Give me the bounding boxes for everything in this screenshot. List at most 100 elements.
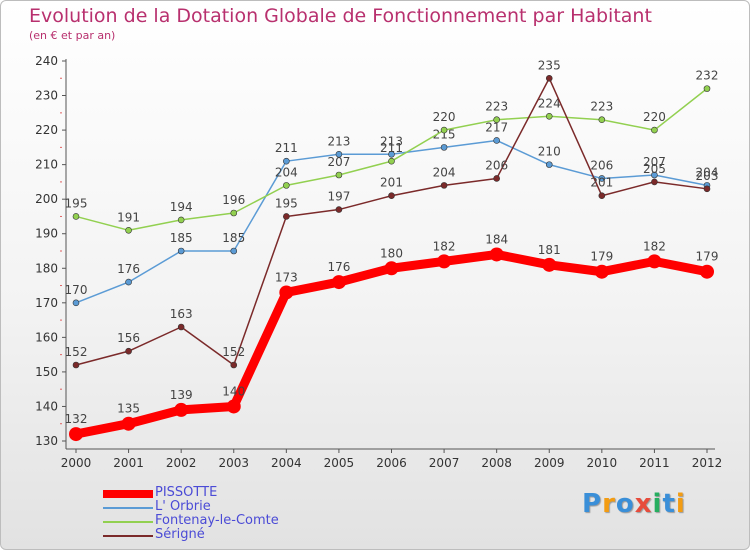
y-tick-label: 170 bbox=[35, 296, 58, 310]
logo-letter: i bbox=[675, 489, 686, 519]
legend-swatch bbox=[103, 535, 153, 537]
data-label: 194 bbox=[170, 200, 193, 214]
data-label: 135 bbox=[117, 402, 140, 416]
data-label: 179 bbox=[696, 250, 719, 264]
y-tick-label: 210 bbox=[35, 158, 58, 172]
data-label: 152 bbox=[65, 345, 88, 359]
data-label: 140 bbox=[222, 384, 245, 398]
x-tick-label: 2006 bbox=[376, 456, 407, 470]
legend-item: PISSOTTE bbox=[103, 485, 403, 501]
data-label: 185 bbox=[222, 231, 245, 245]
x-tick-label: 2001 bbox=[113, 456, 144, 470]
data-label: 213 bbox=[380, 134, 403, 148]
data-label: 203 bbox=[696, 169, 719, 183]
legend-swatch bbox=[103, 521, 153, 523]
data-point bbox=[177, 323, 185, 331]
data-point bbox=[230, 247, 238, 255]
series-line bbox=[71, 249, 712, 439]
data-label: 206 bbox=[485, 158, 508, 172]
data-point bbox=[598, 175, 606, 182]
data-point bbox=[230, 209, 238, 217]
data-point bbox=[69, 427, 83, 442]
data-label: 207 bbox=[327, 155, 350, 169]
data-label: 204 bbox=[696, 165, 719, 179]
data-label: 191 bbox=[117, 210, 140, 224]
data-point bbox=[230, 361, 238, 369]
data-point bbox=[545, 161, 553, 168]
data-point bbox=[174, 402, 189, 417]
data-point bbox=[125, 226, 132, 234]
data-point bbox=[493, 175, 500, 182]
data-label: 184 bbox=[485, 232, 508, 246]
legend-label: L' Orbrie bbox=[155, 499, 211, 514]
logo-letter: x bbox=[634, 489, 653, 519]
data-point bbox=[651, 171, 658, 179]
data-point bbox=[437, 254, 452, 269]
data-point bbox=[226, 399, 241, 414]
data-label: 223 bbox=[590, 100, 613, 114]
data-point bbox=[489, 247, 504, 262]
data-label: 176 bbox=[117, 262, 140, 276]
data-point bbox=[388, 157, 395, 165]
data-point bbox=[335, 171, 343, 179]
x-tick-label: 2008 bbox=[481, 456, 512, 470]
data-label: 185 bbox=[170, 231, 193, 245]
legend-label: Fontenay-le-Comte bbox=[155, 513, 279, 528]
legend-swatch bbox=[103, 490, 153, 498]
logo-letter: i bbox=[652, 489, 663, 519]
data-label: 206 bbox=[590, 158, 613, 172]
x-tick-label: 2010 bbox=[587, 456, 618, 470]
data-label: 170 bbox=[65, 283, 88, 297]
data-label: 220 bbox=[433, 110, 456, 124]
data-point bbox=[545, 112, 553, 120]
y-tick-label: 130 bbox=[35, 434, 58, 448]
data-point bbox=[598, 192, 606, 200]
x-tick-label: 2002 bbox=[166, 456, 197, 470]
data-point bbox=[283, 157, 290, 165]
data-point bbox=[493, 137, 500, 144]
logo-letter: P bbox=[582, 489, 603, 519]
data-label: 224 bbox=[538, 96, 561, 110]
data-point bbox=[331, 275, 346, 290]
legend-swatch bbox=[103, 507, 153, 509]
data-label: 182 bbox=[433, 239, 456, 253]
y-tick-label: 240 bbox=[35, 54, 58, 68]
data-label: 210 bbox=[538, 145, 561, 159]
data-label: 195 bbox=[65, 196, 88, 210]
data-point bbox=[651, 126, 658, 134]
data-point bbox=[440, 182, 448, 189]
data-label: 204 bbox=[275, 165, 298, 179]
x-tick-label: 2007 bbox=[429, 456, 460, 470]
data-label: 211 bbox=[275, 141, 298, 155]
y-tick-label: 230 bbox=[35, 89, 58, 103]
logo-letter: t bbox=[662, 489, 676, 519]
data-point bbox=[651, 178, 658, 186]
data-label: 232 bbox=[696, 69, 719, 83]
data-label: 182 bbox=[643, 239, 666, 253]
data-point bbox=[72, 213, 80, 220]
data-point bbox=[279, 285, 294, 300]
data-point bbox=[594, 264, 609, 279]
data-label: 215 bbox=[433, 127, 456, 141]
y-tick-label: 220 bbox=[35, 123, 58, 137]
data-label: 213 bbox=[327, 134, 350, 148]
data-label: 139 bbox=[170, 388, 193, 402]
data-point bbox=[125, 278, 132, 286]
legend: PISSOTTE L' Orbrie Fontenay-le-Comte Sérign… bbox=[103, 485, 403, 543]
x-tick-label: 2012 bbox=[692, 456, 723, 470]
data-label: 220 bbox=[643, 110, 666, 124]
x-tick-label: 2000 bbox=[61, 456, 92, 470]
data-label: 197 bbox=[327, 190, 350, 204]
data-point bbox=[384, 261, 399, 276]
data-label: 180 bbox=[380, 246, 403, 260]
data-point bbox=[335, 150, 343, 158]
data-label: 207 bbox=[643, 155, 666, 169]
data-point bbox=[440, 144, 448, 151]
logo-letter: r bbox=[602, 489, 616, 519]
y-tick-label: 180 bbox=[35, 261, 58, 275]
data-label: 196 bbox=[222, 193, 245, 207]
proxiti-logo: Proxiti bbox=[582, 489, 686, 519]
x-tick-label: 2003 bbox=[218, 456, 249, 470]
data-point bbox=[440, 126, 448, 134]
